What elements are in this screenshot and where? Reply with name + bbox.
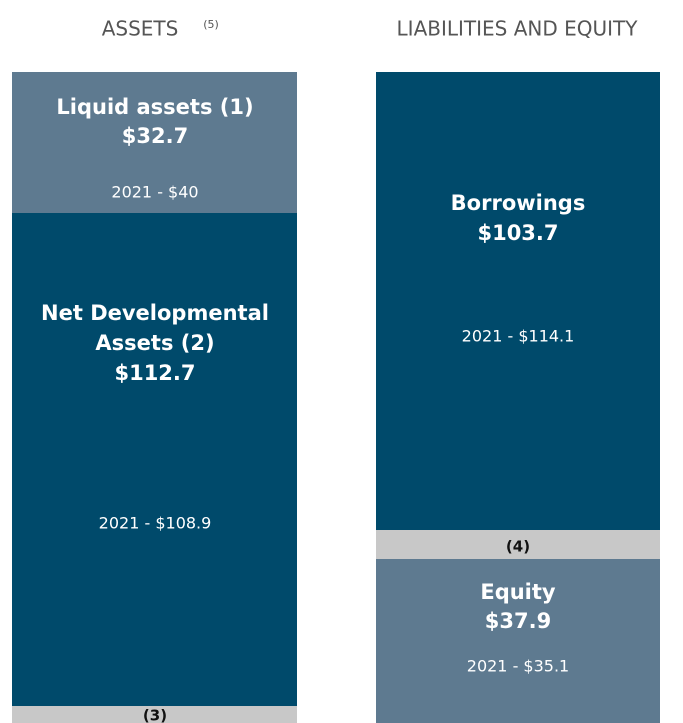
equity-block: [376, 559, 660, 723]
prior: 2021 - $114.1: [462, 327, 575, 346]
label: (3): [143, 707, 167, 723]
assets-note: (5): [203, 18, 219, 31]
label: Assets (2): [95, 331, 214, 355]
liquid-block: [12, 72, 297, 213]
liabilities-title: LIABILITIES AND EQUITY: [397, 17, 639, 41]
prior: 2021 - $108.9: [99, 514, 212, 533]
other-assets-block: [12, 706, 297, 723]
developmental-block: [12, 213, 297, 706]
value: $32.7: [122, 124, 188, 148]
value: $103.7: [477, 221, 558, 245]
label: Equity: [480, 580, 556, 604]
label: Borrowings: [451, 191, 586, 215]
value: $112.7: [114, 361, 195, 385]
borrowings-block: [376, 72, 660, 530]
value: $37.9: [485, 609, 551, 633]
label: (4): [506, 538, 530, 556]
prior: 2021 - $35.1: [467, 657, 569, 676]
label: Net Developmental: [41, 301, 269, 325]
other-liabilities-block: [376, 530, 660, 559]
prior: 2021 - $40: [111, 183, 198, 202]
label: Liquid assets (1): [56, 95, 253, 119]
assets-title: ASSETS: [102, 17, 179, 41]
